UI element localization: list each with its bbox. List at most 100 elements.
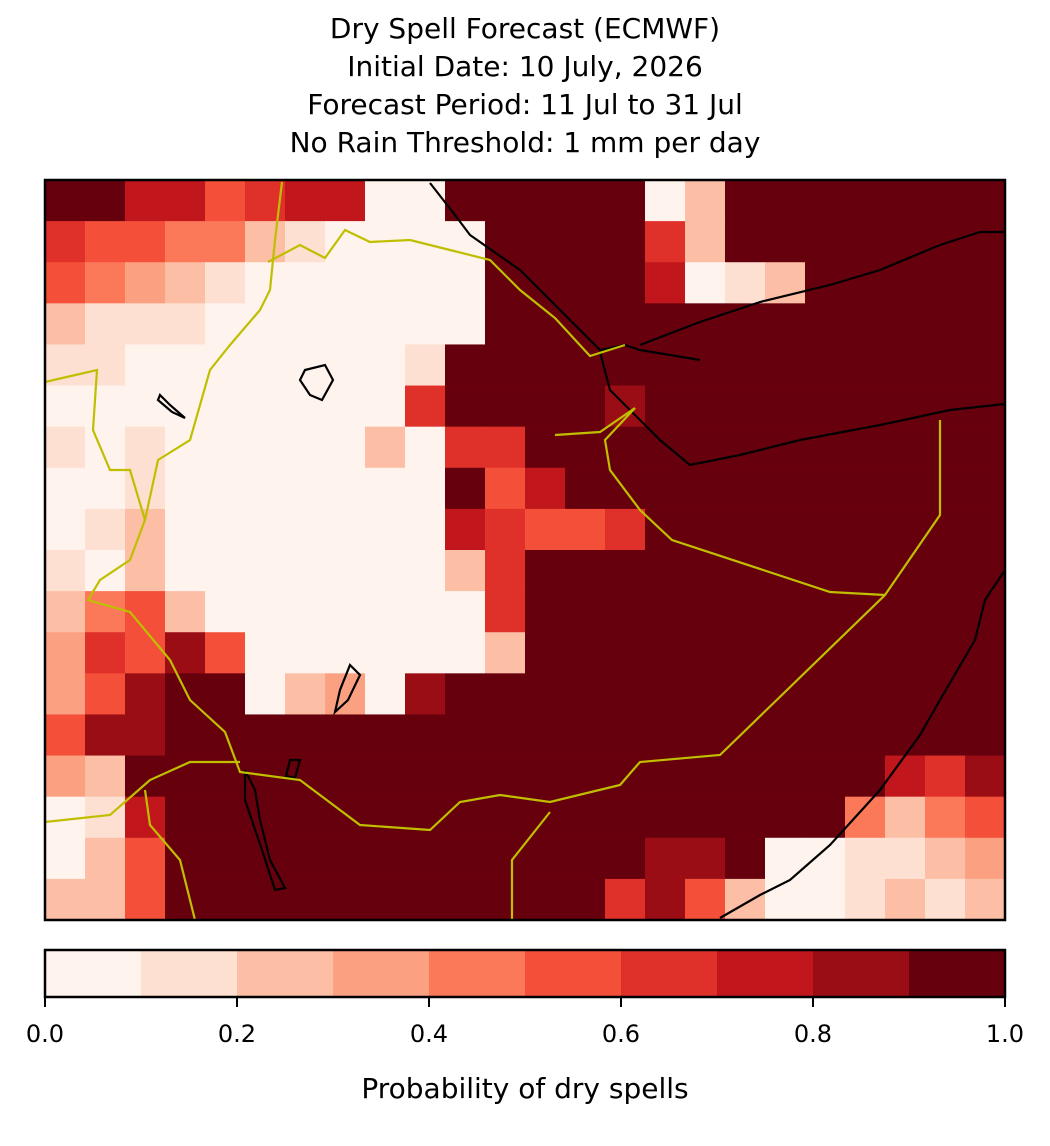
grid-cell xyxy=(845,180,886,222)
grid-cell xyxy=(685,837,726,880)
grid-cell xyxy=(245,878,286,921)
grid-cell xyxy=(445,714,486,757)
grid-cell xyxy=(605,508,646,551)
grid-cell xyxy=(805,508,846,551)
grid-cell xyxy=(965,426,1006,469)
grid-cell xyxy=(725,837,766,880)
grid-cell xyxy=(165,221,206,263)
grid-cell xyxy=(965,508,1006,551)
grid-cell xyxy=(845,426,886,469)
grid-cell xyxy=(165,796,206,839)
grid-cell xyxy=(85,303,126,345)
colorbar-bin xyxy=(813,950,909,997)
grid-cell xyxy=(685,467,726,510)
grid-cell xyxy=(525,180,566,222)
grid-cell xyxy=(725,221,766,263)
grid-cell xyxy=(725,262,766,304)
grid-cell xyxy=(485,550,526,592)
grid-cell xyxy=(965,550,1006,592)
grid-cell xyxy=(685,262,726,304)
grid-cell xyxy=(165,508,206,551)
grid-cell xyxy=(165,550,206,592)
grid-cell xyxy=(125,221,166,263)
grid-cell xyxy=(405,180,446,222)
grid-cell xyxy=(85,878,126,921)
lake xyxy=(284,758,302,780)
grid-cell xyxy=(805,591,846,633)
grid-cell xyxy=(685,878,726,921)
grid-cell xyxy=(605,591,646,633)
grid-cell xyxy=(645,508,686,551)
colorbar-bin xyxy=(621,950,717,997)
grid-cell xyxy=(485,714,526,757)
grid-cell xyxy=(45,632,86,674)
grid-cell xyxy=(845,221,886,263)
grid-cell xyxy=(965,180,1006,222)
grid-cell xyxy=(405,878,446,921)
grid-cell xyxy=(805,180,846,222)
grid-cell xyxy=(445,837,486,880)
grid-cell xyxy=(325,344,366,387)
grid-cell xyxy=(165,180,206,222)
border xyxy=(510,811,551,920)
grid-cell xyxy=(365,426,406,469)
grid-cell xyxy=(445,303,486,345)
grid-cell xyxy=(445,878,486,921)
border xyxy=(554,407,886,597)
grid-cell xyxy=(525,344,566,387)
grid-cell xyxy=(205,837,246,880)
colorbar-tick-label: 0.6 xyxy=(602,1020,640,1048)
grid-cell xyxy=(885,755,926,798)
grid-cell xyxy=(645,426,686,469)
grid-cell xyxy=(885,632,926,674)
grid-cell xyxy=(365,303,406,345)
grid-cell xyxy=(765,755,806,798)
grid-cell xyxy=(925,385,966,428)
grid-cell xyxy=(765,550,806,592)
grid-cell xyxy=(325,837,366,880)
grid-cell xyxy=(525,550,566,592)
grid-cell xyxy=(285,303,326,345)
grid-cell xyxy=(445,426,486,469)
colorbar-tick-label: 0.0 xyxy=(26,1020,64,1048)
grid-cell xyxy=(765,180,806,222)
grid-cell xyxy=(85,550,126,592)
grid-cell xyxy=(685,714,726,757)
grid-cell xyxy=(85,755,126,798)
grid-cell xyxy=(485,385,526,428)
grid-cell xyxy=(125,632,166,674)
grid-cell xyxy=(285,262,326,304)
grid-cell xyxy=(885,262,926,304)
grid-cell xyxy=(445,755,486,798)
grid-cell xyxy=(405,385,446,428)
grid-cell xyxy=(285,591,326,633)
grid-cell xyxy=(925,591,966,633)
colorbar-bin xyxy=(717,950,813,997)
grid-cell xyxy=(565,878,606,921)
coastline xyxy=(719,569,1006,919)
grid-cell xyxy=(445,632,486,674)
grid-cell xyxy=(605,221,646,263)
grid-cell xyxy=(685,591,726,633)
grid-cell xyxy=(485,303,526,345)
grid-cell xyxy=(285,180,326,222)
grid-cell xyxy=(445,673,486,715)
grid-cell xyxy=(725,550,766,592)
grid-cell xyxy=(45,344,86,387)
grid-cell xyxy=(125,303,166,345)
grid-cell xyxy=(965,591,1006,633)
grid-cell xyxy=(45,550,86,592)
grid-cell xyxy=(885,303,926,345)
grid-cell xyxy=(965,221,1006,263)
grid-cell xyxy=(45,385,86,428)
grid-cell xyxy=(525,385,566,428)
grid-cell xyxy=(85,673,126,715)
colorbar-bin xyxy=(429,950,525,997)
grid-cell xyxy=(765,303,806,345)
colorbar-tick-label: 0.8 xyxy=(794,1020,832,1048)
grid-cell xyxy=(205,878,246,921)
grid-cell xyxy=(845,837,886,880)
grid-cell xyxy=(205,508,246,551)
grid-cell xyxy=(85,344,126,387)
grid-cell xyxy=(45,837,86,880)
